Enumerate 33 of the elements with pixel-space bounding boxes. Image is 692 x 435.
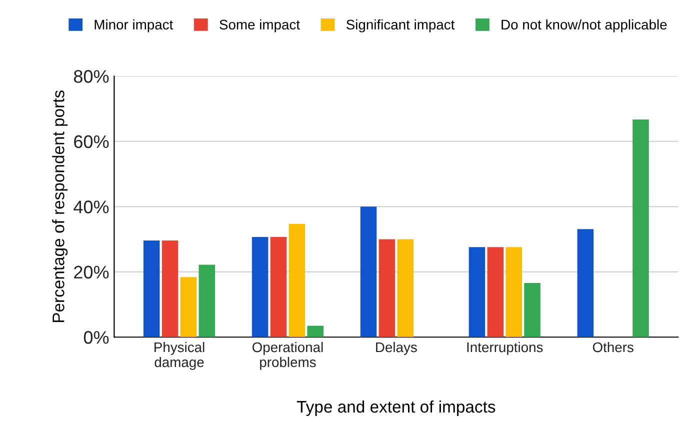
x-axis-title: Type and extent of impacts <box>296 400 496 416</box>
y-tick-label: 0% <box>84 331 109 344</box>
y-tick-label: 80% <box>74 70 109 83</box>
x-tick-label: Others <box>592 342 634 352</box>
y-tick-label: 20% <box>74 266 109 279</box>
bar <box>378 239 396 338</box>
bar <box>180 277 197 338</box>
bar <box>397 239 414 338</box>
legend-label: Some impact <box>220 19 300 32</box>
y-tick-label: 40% <box>74 200 109 214</box>
y-tick-label: 60% <box>74 135 109 148</box>
x-tick-label: Delays <box>376 342 417 355</box>
bar <box>162 240 178 338</box>
bar <box>288 224 306 338</box>
bar <box>577 229 594 338</box>
bar <box>252 236 268 338</box>
x-tick-label: Physical damage <box>154 342 204 370</box>
bar <box>143 240 160 338</box>
bar <box>524 282 540 338</box>
x-tick-label: Interruptions <box>467 342 543 355</box>
bar <box>198 264 216 338</box>
bar <box>270 236 287 338</box>
bar <box>468 247 486 338</box>
x-tick-label: Operational problems <box>252 342 323 370</box>
bar <box>360 206 377 338</box>
bar <box>487 247 504 338</box>
y-axis-title: Percentage of respondent ports <box>52 90 68 322</box>
legend-label: Do not know/not applicable <box>502 19 667 32</box>
bar <box>506 247 522 338</box>
bar <box>632 120 649 338</box>
legend-label: Significant impact <box>346 19 455 32</box>
legend-label: Minor impact <box>94 19 174 32</box>
bar <box>307 326 324 338</box>
